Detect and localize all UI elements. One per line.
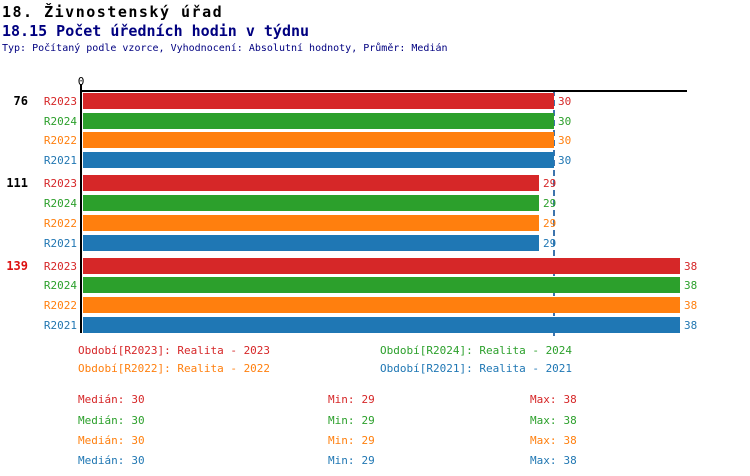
chart-title: 18.15 Počet úředních hodin v týdnu <box>2 22 310 40</box>
bar <box>83 175 539 191</box>
legend-item-r2024: Období[R2024]: Realita - 2024 <box>380 344 573 357</box>
bar <box>83 132 554 148</box>
stat-max-r2024: Max: 38 <box>530 414 577 427</box>
x-axis-line <box>80 90 687 92</box>
bar <box>83 93 554 109</box>
stat-median-r2023: Medián: 30 <box>78 393 145 406</box>
series-label: R2021 <box>43 236 77 250</box>
bar <box>83 152 554 168</box>
bar-row: R2021 30 <box>0 152 571 168</box>
stat-median-r2022: Medián: 30 <box>78 434 145 447</box>
legend-item-r2023: Období[R2023]: Realita - 2023 <box>78 344 271 357</box>
series-label: R2021 <box>43 153 77 167</box>
bar-row: R2024 30 <box>0 113 571 129</box>
value-label: 38 <box>684 298 698 312</box>
series-label: R2022 <box>43 298 77 312</box>
bar-row: 139 R2023 38 <box>0 258 697 274</box>
value-label: 29 <box>543 236 557 250</box>
series-label: R2024 <box>43 114 77 128</box>
bar-row: 76 R2023 30 <box>0 93 571 109</box>
series-label: R2023 <box>43 94 77 108</box>
stat-max-r2022: Max: 38 <box>530 434 577 447</box>
stat-max-r2021: Max: 38 <box>530 454 577 467</box>
median-line <box>553 90 555 338</box>
bar-row: R2024 29 <box>0 195 556 211</box>
value-label: 30 <box>558 153 572 167</box>
series-label: R2022 <box>43 133 77 147</box>
bar-row: 111 R2023 29 <box>0 175 556 191</box>
page-title: 18. Živnostenský úřad <box>2 3 224 21</box>
value-label: 38 <box>684 318 698 332</box>
bar <box>83 235 539 251</box>
bar-row: R2022 29 <box>0 215 556 231</box>
value-label: 29 <box>543 176 557 190</box>
group-label: 111 <box>6 176 28 190</box>
series-label: R2023 <box>43 176 77 190</box>
bar-row: R2022 38 <box>0 297 697 313</box>
stat-median-r2024: Medián: 30 <box>78 414 145 427</box>
value-label: 29 <box>543 196 557 210</box>
series-label: R2024 <box>43 196 77 210</box>
bar-row: R2024 38 <box>0 277 697 293</box>
series-label: R2021 <box>43 318 77 332</box>
series-label: R2022 <box>43 216 77 230</box>
series-label: R2023 <box>43 259 77 273</box>
value-label: 30 <box>558 133 572 147</box>
x-axis-zero-label: 0 <box>77 75 85 88</box>
value-label: 30 <box>558 94 572 108</box>
stat-max-r2023: Max: 38 <box>530 393 577 406</box>
stat-min-r2022: Min: 29 <box>328 434 375 447</box>
series-label: R2024 <box>43 278 77 292</box>
bar-row: R2021 38 <box>0 317 697 333</box>
stat-min-r2024: Min: 29 <box>328 414 375 427</box>
value-label: 29 <box>543 216 557 230</box>
bar-row: R2022 30 <box>0 132 571 148</box>
bar <box>83 317 680 333</box>
value-label: 38 <box>684 278 698 292</box>
stat-median-r2021: Medián: 30 <box>78 454 145 467</box>
bar <box>83 113 554 129</box>
bar <box>83 277 680 293</box>
y-axis-line <box>80 84 82 333</box>
bar <box>83 297 680 313</box>
stat-min-r2021: Min: 29 <box>328 454 375 467</box>
value-label: 30 <box>558 114 572 128</box>
group-label: 76 <box>13 94 28 108</box>
bar-row: R2021 29 <box>0 235 556 251</box>
group-label-highlighted: 139 <box>6 259 28 273</box>
legend-item-r2022: Období[R2022]: Realita - 2022 <box>78 362 271 375</box>
stat-min-r2023: Min: 29 <box>328 393 375 406</box>
legend-item-r2021: Období[R2021]: Realita - 2021 <box>380 362 573 375</box>
chart-meta-line: Typ: Počítaný podle vzorce, Vyhodnocení:… <box>2 43 448 54</box>
bar <box>83 258 680 274</box>
bar <box>83 215 539 231</box>
bar <box>83 195 539 211</box>
value-label: 38 <box>684 259 698 273</box>
